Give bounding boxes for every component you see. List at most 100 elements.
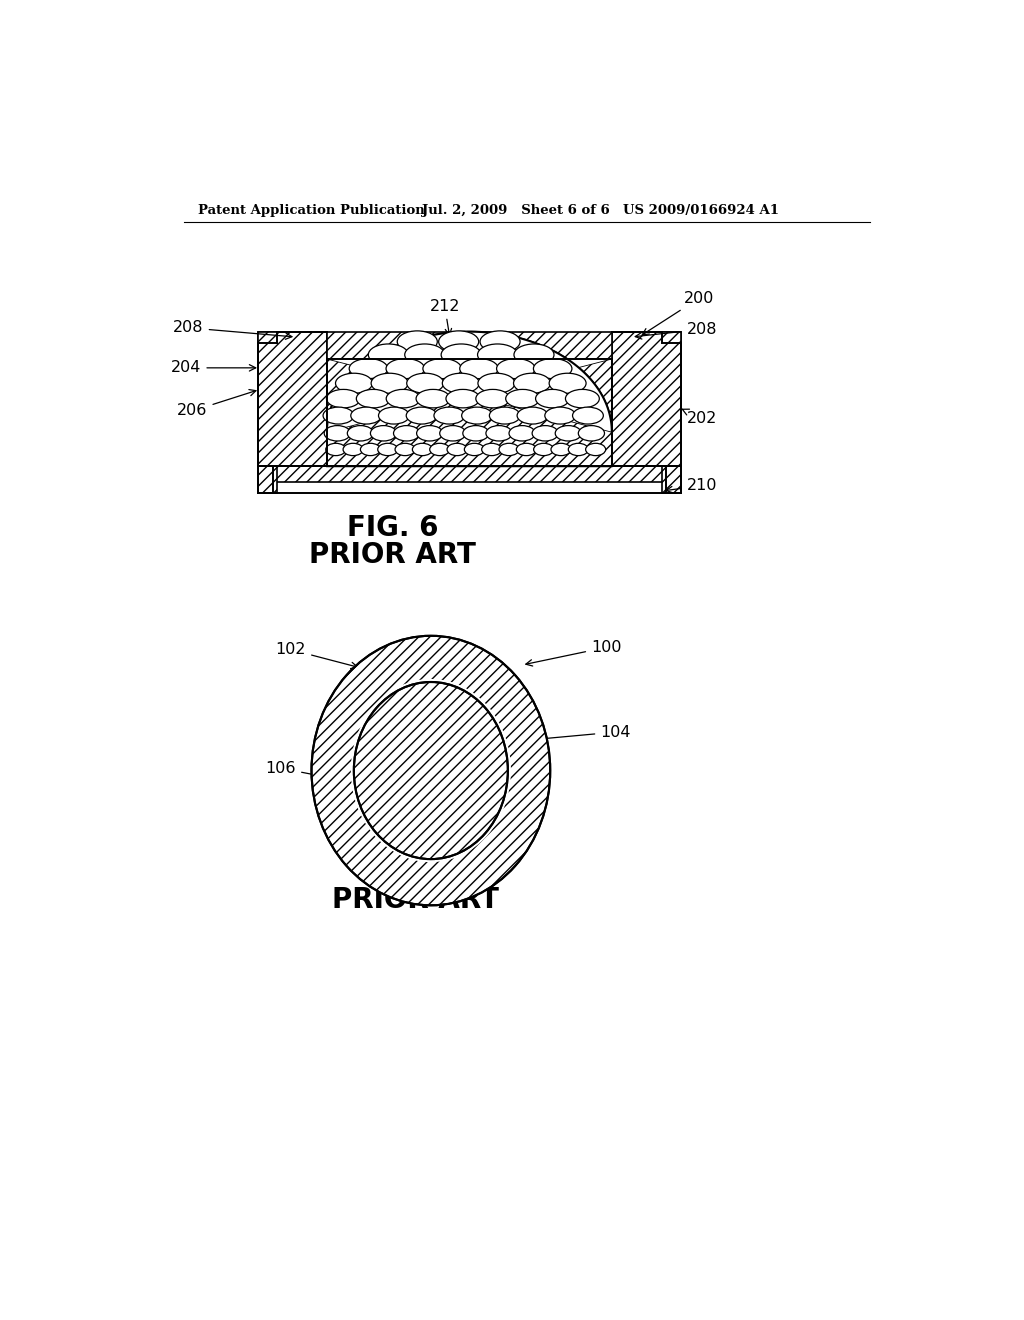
Ellipse shape [441, 345, 481, 366]
Ellipse shape [478, 374, 515, 393]
Ellipse shape [477, 345, 517, 366]
Ellipse shape [579, 425, 604, 441]
Ellipse shape [447, 444, 467, 455]
Polygon shape [327, 331, 611, 432]
Ellipse shape [407, 407, 437, 424]
Ellipse shape [326, 444, 346, 455]
Text: 106: 106 [265, 760, 348, 783]
Text: 212: 212 [429, 298, 460, 335]
Ellipse shape [463, 425, 489, 441]
Ellipse shape [434, 407, 465, 424]
Ellipse shape [354, 682, 508, 859]
Text: Jul. 2, 2009   Sheet 6 of 6: Jul. 2, 2009 Sheet 6 of 6 [422, 205, 609, 218]
Ellipse shape [460, 359, 499, 379]
Bar [662, 466, 681, 494]
Ellipse shape [534, 359, 572, 379]
Ellipse shape [311, 636, 550, 906]
Text: 102: 102 [275, 642, 357, 668]
Ellipse shape [480, 331, 520, 352]
Ellipse shape [489, 407, 520, 424]
Ellipse shape [545, 407, 575, 424]
Ellipse shape [534, 444, 554, 455]
Ellipse shape [369, 345, 409, 366]
Ellipse shape [481, 444, 502, 455]
Ellipse shape [497, 359, 536, 379]
Ellipse shape [336, 374, 373, 393]
Ellipse shape [360, 444, 381, 455]
Ellipse shape [572, 407, 603, 424]
Text: 104: 104 [511, 725, 631, 744]
Ellipse shape [378, 444, 397, 455]
Ellipse shape [379, 407, 410, 424]
Ellipse shape [464, 444, 484, 455]
Ellipse shape [393, 425, 420, 441]
Ellipse shape [517, 407, 548, 424]
Ellipse shape [325, 425, 350, 441]
Ellipse shape [513, 374, 551, 393]
Ellipse shape [462, 407, 493, 424]
Ellipse shape [486, 425, 512, 441]
Ellipse shape [327, 389, 360, 408]
Text: PRIOR ART: PRIOR ART [332, 886, 499, 913]
Ellipse shape [371, 425, 396, 441]
Ellipse shape [343, 444, 364, 455]
Ellipse shape [532, 425, 558, 441]
Ellipse shape [323, 407, 354, 424]
Text: FIG. 6: FIG. 6 [346, 513, 438, 543]
Ellipse shape [430, 444, 450, 455]
Ellipse shape [413, 444, 432, 455]
Ellipse shape [555, 425, 582, 441]
Text: 204: 204 [171, 360, 256, 375]
Bar [662, 331, 681, 343]
Text: US 2009/0166924 A1: US 2009/0166924 A1 [624, 205, 779, 218]
Text: 206: 206 [177, 389, 256, 418]
Text: 208: 208 [173, 321, 292, 339]
Ellipse shape [509, 425, 536, 441]
Bar [273, 466, 666, 482]
Bar [611, 331, 681, 466]
Ellipse shape [499, 444, 519, 455]
Ellipse shape [476, 389, 510, 408]
Ellipse shape [347, 425, 374, 441]
Ellipse shape [551, 444, 571, 455]
Ellipse shape [514, 345, 554, 366]
Ellipse shape [397, 331, 437, 352]
Ellipse shape [439, 425, 466, 441]
Ellipse shape [442, 374, 479, 393]
Bar [258, 331, 276, 343]
Ellipse shape [586, 444, 605, 455]
Polygon shape [327, 331, 611, 466]
Bar [258, 466, 276, 494]
Text: 208: 208 [635, 322, 717, 339]
Text: Patent Application Publication: Patent Application Publication [199, 205, 425, 218]
Text: PRIOR ART: PRIOR ART [309, 541, 476, 569]
Ellipse shape [349, 359, 388, 379]
Ellipse shape [395, 444, 415, 455]
Bar [258, 331, 327, 466]
Ellipse shape [423, 359, 462, 379]
Ellipse shape [351, 407, 382, 424]
Ellipse shape [404, 345, 444, 366]
Ellipse shape [407, 374, 443, 393]
Ellipse shape [549, 374, 586, 393]
Ellipse shape [416, 389, 450, 408]
Ellipse shape [438, 331, 478, 352]
Ellipse shape [417, 425, 442, 441]
Ellipse shape [356, 389, 390, 408]
Text: FIG. 7: FIG. 7 [370, 859, 461, 887]
Text: 100: 100 [525, 640, 622, 667]
Text: 210: 210 [666, 478, 717, 494]
Ellipse shape [386, 389, 420, 408]
Text: 202: 202 [681, 409, 717, 426]
Ellipse shape [386, 359, 425, 379]
Ellipse shape [446, 389, 480, 408]
Ellipse shape [516, 444, 537, 455]
Bar [327, 331, 611, 359]
Ellipse shape [536, 389, 569, 408]
Bar [327, 359, 611, 466]
Ellipse shape [565, 389, 599, 408]
Ellipse shape [371, 374, 409, 393]
Ellipse shape [568, 444, 589, 455]
Ellipse shape [506, 389, 540, 408]
Text: 200: 200 [642, 290, 714, 335]
